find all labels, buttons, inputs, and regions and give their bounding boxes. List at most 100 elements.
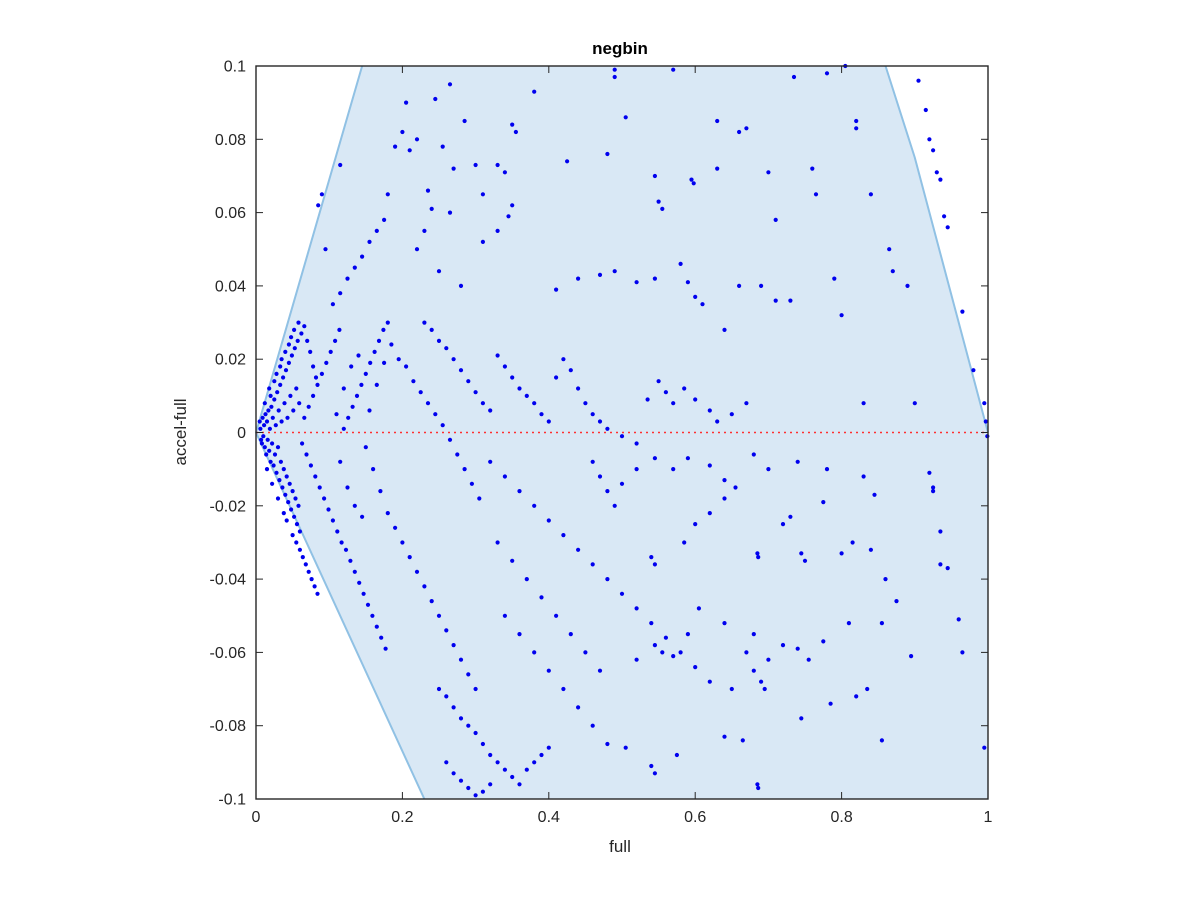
- data-point: [319, 192, 324, 197]
- data-point: [488, 408, 493, 413]
- data-point: [502, 613, 507, 618]
- data-point: [275, 445, 281, 450]
- data-point: [480, 741, 485, 747]
- data-point: [634, 606, 639, 611]
- data-point: [832, 276, 837, 281]
- data-point: [319, 371, 324, 376]
- data-point: [379, 635, 384, 640]
- data-point: [780, 643, 786, 648]
- data-point: [313, 375, 319, 380]
- data-point: [488, 752, 493, 758]
- data-point: [289, 507, 294, 512]
- data-point: [440, 423, 445, 428]
- data-point: [729, 412, 734, 417]
- data-point: [524, 393, 529, 398]
- data-point: [983, 419, 988, 424]
- data-point: [532, 89, 537, 94]
- data-point: [275, 390, 280, 395]
- data-point: [473, 686, 478, 692]
- y-tick-label: 0.02: [215, 352, 246, 369]
- y-tick-label: -0.06: [210, 645, 247, 662]
- data-point: [755, 551, 760, 556]
- data-point: [404, 364, 409, 369]
- data-point: [370, 613, 375, 618]
- data-point: [477, 496, 482, 501]
- data-point: [337, 327, 342, 332]
- data-point: [766, 467, 771, 472]
- data-point: [868, 547, 874, 552]
- data-point: [802, 558, 808, 563]
- data-point: [458, 368, 464, 373]
- data-point: [502, 767, 507, 772]
- data-point: [315, 591, 320, 596]
- data-point: [751, 632, 756, 637]
- data-point: [923, 107, 928, 113]
- data-point: [451, 705, 456, 710]
- data-point: [938, 177, 943, 182]
- data-point: [982, 745, 987, 750]
- data-point: [583, 650, 588, 655]
- data-point: [306, 404, 311, 409]
- data-point: [945, 566, 950, 571]
- data-point: [425, 188, 431, 193]
- data-point: [938, 529, 943, 534]
- data-point: [568, 368, 573, 373]
- data-point: [788, 514, 793, 519]
- data-point: [916, 78, 921, 83]
- data-point: [546, 518, 551, 523]
- data-point: [927, 470, 932, 475]
- data-point: [297, 401, 302, 406]
- data-point: [278, 364, 283, 369]
- data-point: [280, 485, 285, 490]
- data-point: [305, 338, 310, 343]
- data-point: [561, 357, 566, 362]
- data-point: [302, 324, 307, 329]
- data-point: [810, 166, 815, 171]
- data-point: [324, 360, 329, 365]
- data-point: [517, 386, 522, 391]
- data-point: [634, 467, 639, 472]
- data-point: [623, 745, 628, 750]
- region-right-edge: [884, 65, 989, 433]
- data-point: [956, 617, 961, 622]
- data-point: [422, 228, 427, 233]
- data-point: [385, 510, 390, 516]
- y-tick-label: -0.04: [210, 572, 247, 589]
- data-point: [263, 412, 268, 417]
- data-point: [400, 540, 405, 545]
- data-point: [671, 467, 676, 472]
- data-point: [762, 686, 767, 692]
- data-point: [447, 82, 453, 87]
- data-point: [506, 214, 511, 219]
- data-point: [339, 540, 344, 545]
- data-point: [360, 514, 365, 519]
- data-point: [368, 360, 373, 365]
- data-point: [365, 602, 371, 607]
- data-point: [378, 489, 383, 494]
- data-point: [663, 635, 669, 640]
- data-point: [576, 276, 581, 281]
- data-point: [372, 349, 377, 354]
- data-point: [715, 118, 720, 124]
- data-point: [315, 382, 320, 387]
- data-point: [546, 745, 551, 750]
- data-point: [612, 269, 617, 274]
- data-point: [290, 533, 295, 538]
- data-point: [345, 485, 350, 490]
- data-point: [722, 734, 727, 739]
- data-point: [960, 309, 965, 314]
- data-point: [652, 771, 658, 776]
- data-point: [931, 489, 936, 494]
- data-point: [371, 467, 376, 472]
- data-point: [652, 562, 658, 567]
- data-point: [374, 228, 379, 233]
- data-point: [894, 599, 899, 604]
- data-point: [361, 591, 366, 596]
- data-point: [744, 650, 749, 655]
- data-point: [333, 338, 338, 343]
- data-point: [722, 478, 727, 483]
- data-point: [495, 540, 500, 545]
- data-point: [879, 738, 885, 743]
- data-point: [927, 137, 932, 142]
- data-point: [715, 166, 720, 171]
